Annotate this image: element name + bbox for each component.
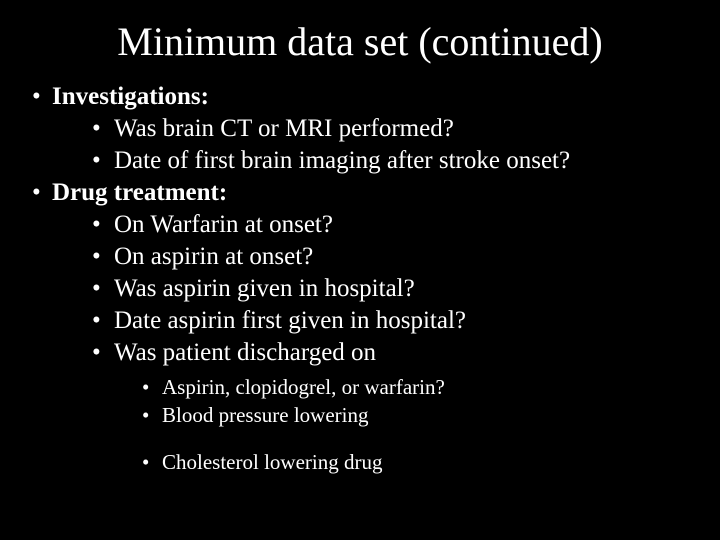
list-item-text: Date of first brain imaging after stroke…	[114, 147, 570, 174]
list-item-text: Was patient discharged on	[114, 339, 376, 366]
slide: Minimum data set (continued) Investigati…	[0, 0, 720, 540]
list-item: Was brain CT or MRI performed?	[92, 113, 696, 145]
list-item-text: Blood pressure lowering	[162, 403, 368, 427]
list-item: Date of first brain imaging after stroke…	[92, 145, 696, 177]
sub-list: On Warfarin at onset? On aspirin at onse…	[52, 209, 696, 476]
section-heading: Drug treatment:	[52, 179, 227, 206]
sub-list: Was brain CT or MRI performed? Date of f…	[52, 113, 696, 177]
slide-title: Minimum data set (continued)	[24, 18, 696, 65]
list-item-text: On aspirin at onset?	[114, 243, 313, 270]
list-item-text: Cholesterol lowering drug	[162, 450, 382, 474]
list-item: Blood pressure lowering	[142, 401, 696, 429]
bullet-list: Investigations: Was brain CT or MRI perf…	[24, 81, 696, 476]
list-item: On aspirin at onset?	[92, 241, 696, 273]
list-item-text: Was aspirin given in hospital?	[114, 275, 415, 302]
list-item-text: Was brain CT or MRI performed?	[114, 115, 454, 142]
list-item-text: Aspirin, clopidogrel, or warfarin?	[162, 375, 445, 399]
section-heading: Investigations:	[52, 83, 209, 110]
list-item-text: Date aspirin first given in hospital?	[114, 307, 466, 334]
list-item: Cholesterol lowering drug	[142, 448, 696, 476]
list-item: Date aspirin first given in hospital?	[92, 305, 696, 337]
list-item: Aspirin, clopidogrel, or warfarin?	[142, 373, 696, 401]
list-item: Was patient discharged on Aspirin, clopi…	[92, 337, 696, 476]
section-investigations: Investigations: Was brain CT or MRI perf…	[28, 81, 696, 177]
list-item-text: On Warfarin at onset?	[114, 211, 333, 238]
list-item: Was aspirin given in hospital?	[92, 273, 696, 305]
section-drug-treatment: Drug treatment: On Warfarin at onset? On…	[28, 177, 696, 476]
list-item: On Warfarin at onset?	[92, 209, 696, 241]
sub-sub-list: Aspirin, clopidogrel, or warfarin? Blood…	[114, 373, 696, 476]
